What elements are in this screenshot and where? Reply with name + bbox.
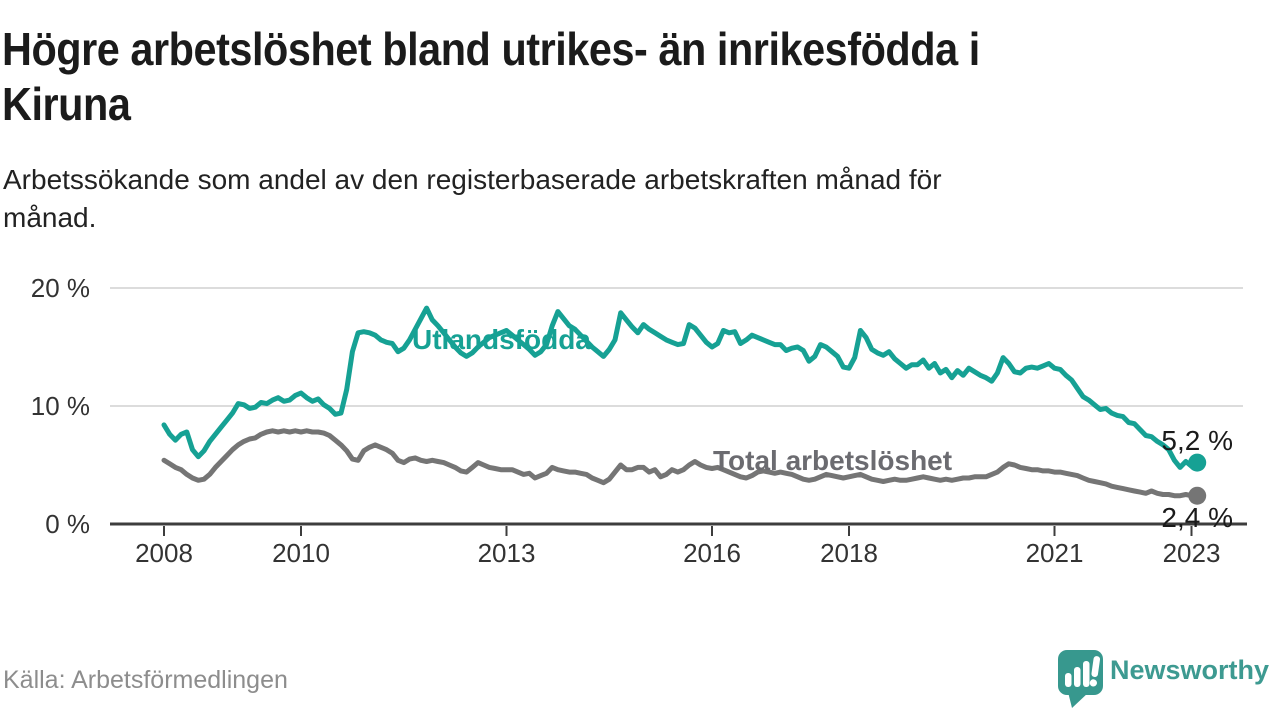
x-axis-tick-label: 2010 [272, 538, 330, 568]
series-end-value-utlandsfodda: 5,2 % [1161, 425, 1233, 456]
series-line-total [161, 428, 1200, 499]
page-title-line-2: Kiruna [2, 78, 131, 130]
x-axis-tick-label: 2021 [1026, 538, 1084, 568]
x-axis-tick-label: 2023 [1163, 538, 1221, 568]
page-title-line-1: Högre arbetslöshet bland utrikes- än inr… [2, 23, 980, 75]
chart-subtitle: Arbetssökande som andel av den registerb… [3, 161, 1280, 237]
logo-exclamation-icon [1089, 656, 1101, 687]
series-end-value-total: 2,4 % [1161, 502, 1233, 533]
x-axis-tick-label: 2018 [820, 538, 878, 568]
x-axis-tick-label: 2008 [135, 538, 193, 568]
y-axis-label: 10 % [31, 391, 90, 421]
logo-bubble-tail [1068, 692, 1089, 708]
x-axis-tick-label: 2016 [683, 538, 741, 568]
newsworthy-brand-name: Newsworthy [1110, 655, 1270, 685]
y-axis-label: 20 % [31, 273, 90, 303]
x-axis-tick-label: 2013 [478, 538, 536, 568]
series-label-total: Total arbetslöshet [713, 445, 952, 476]
series-line-utlandsfodda [161, 305, 1200, 470]
source-attribution: Källa: Arbetsförmedlingen [3, 666, 288, 694]
chart-subtitle-line-1: Arbetssökande som andel av den registerb… [3, 164, 942, 195]
page-title: Högre arbetslöshet bland utrikes- än inr… [2, 22, 1280, 132]
chart-subtitle-line-2: månad. [3, 202, 97, 233]
series-end-dot-total [1188, 486, 1207, 505]
logo-bar-medium [1074, 667, 1081, 687]
logo-bar-small [1065, 673, 1072, 687]
y-axis-label: 0 % [45, 509, 90, 539]
series-label-utlandsfodda: Utlandsfödda [412, 324, 591, 355]
series-end-dot-utlandsfodda [1188, 453, 1207, 472]
newsworthy-logo-icon [1058, 650, 1103, 708]
logo-bar-large [1083, 661, 1090, 687]
